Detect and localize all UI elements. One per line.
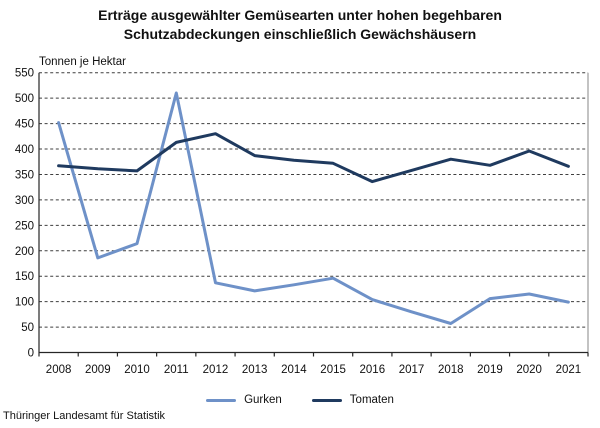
x-axis-label: 2008	[46, 364, 72, 376]
y-axis-label: 150	[15, 271, 34, 283]
page-title: Erträge ausgewählter Gemüsearten unter h…	[0, 6, 600, 44]
x-axis-label: 2016	[360, 364, 386, 376]
x-axis-label: 2020	[516, 364, 542, 376]
tomaten-line-swatch	[311, 398, 342, 402]
y-axis-label: 550	[15, 68, 34, 80]
gurken-line	[57, 91, 570, 325]
x-axis-label: 2012	[203, 364, 229, 376]
y-axis-label: 100	[15, 297, 34, 309]
x-axis-label: 2015	[320, 364, 346, 376]
y-axis-label: 400	[15, 144, 34, 156]
x-axis-label: 2017	[399, 364, 425, 376]
legend: Gurken Tomaten	[0, 391, 600, 409]
y-axis-label: 350	[15, 169, 34, 181]
legend-item-gurken: Gurken	[206, 394, 282, 406]
y-axis-label: 250	[15, 220, 34, 232]
y-axis-label: 500	[15, 93, 34, 105]
legend-label-tomaten: Tomaten	[349, 394, 394, 406]
y-axis-label: 450	[15, 119, 34, 131]
x-axis-label: 2009	[85, 364, 111, 376]
gurken-line-swatch	[206, 398, 237, 402]
title-line-2: Schutzabdeckungen einschließlich Gewächs…	[123, 26, 477, 42]
y-axis-label: 0	[28, 348, 34, 360]
x-axis-label: 2011	[164, 364, 189, 376]
y-axis-label: 300	[15, 195, 34, 207]
x-axis-label: 2018	[438, 364, 464, 376]
x-axis-label: 2019	[477, 364, 503, 376]
tomaten-line	[57, 132, 570, 184]
x-axis-label: 2013	[242, 364, 268, 376]
y-axis-unit-label: Tonnen je Hektar	[39, 56, 126, 68]
title-line-1: Erträge ausgewählter Gemüsearten unter h…	[98, 7, 502, 23]
y-axis-label: 50	[21, 322, 34, 334]
x-axis-label: 2021	[556, 364, 582, 376]
legend-label-gurken: Gurken	[244, 394, 282, 406]
y-axis-label: 200	[15, 246, 34, 258]
legend-item-tomaten: Tomaten	[311, 394, 394, 406]
source-caption: Thüringer Landesamt für Statistik	[3, 410, 166, 422]
x-axis-label: 2014	[281, 364, 307, 376]
x-axis-label: 2010	[124, 364, 150, 376]
